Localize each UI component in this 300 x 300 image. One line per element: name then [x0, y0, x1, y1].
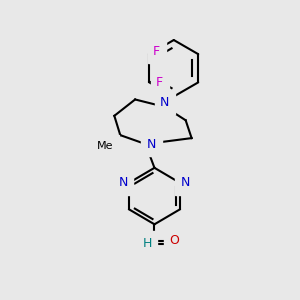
Text: N: N: [160, 96, 170, 109]
Text: F: F: [153, 45, 160, 58]
Text: N: N: [118, 176, 128, 189]
Text: N: N: [147, 138, 156, 151]
Text: H: H: [142, 236, 152, 250]
Text: F: F: [156, 76, 163, 89]
Text: O: O: [170, 234, 180, 247]
Text: N: N: [181, 176, 190, 189]
Text: Me: Me: [97, 140, 114, 151]
